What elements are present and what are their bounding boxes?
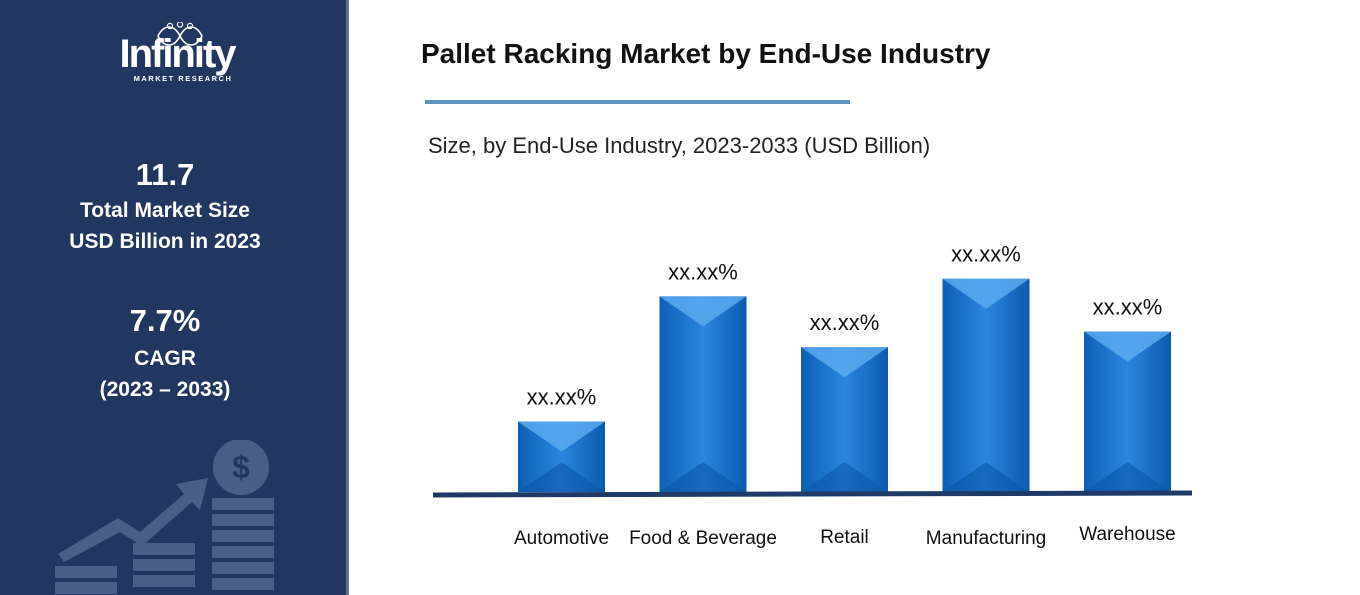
chart-subtitle: Size, by End-Use Industry, 2023-2033 (US… bbox=[428, 133, 931, 158]
x-tick-label: Retail bbox=[820, 527, 869, 548]
x-axis-line bbox=[432, 490, 1193, 498]
cagr-stat: 7.7% CAGR (2023 – 2033) bbox=[0, 303, 330, 405]
x-tick-label: Automotive bbox=[514, 528, 609, 549]
market-size-label: Total Market Size bbox=[80, 199, 250, 222]
logo-tagline: MARKET RESEARCH bbox=[133, 74, 233, 83]
chart-title: Pallet Racking Market by End-Use Industr… bbox=[421, 38, 991, 69]
data-label: xx.xx% bbox=[527, 385, 597, 410]
svg-text:$: $ bbox=[232, 449, 250, 485]
sidebar: Infinity MARKET RESEARCH 11.7 Total Mark… bbox=[0, 0, 346, 595]
market-size-stat: 11.7 Total Market Size USD Billion in 20… bbox=[0, 157, 330, 257]
bar-automotive bbox=[518, 421, 605, 492]
bar-manufacturing bbox=[942, 278, 1030, 492]
title-underline bbox=[425, 100, 850, 104]
cagr-label: CAGR bbox=[134, 347, 196, 370]
market-size-value: 11.7 bbox=[135, 157, 195, 192]
cagr-value: 7.7% bbox=[129, 303, 201, 338]
cagr-period: (2023 – 2033) bbox=[99, 378, 231, 401]
x-tick-label: Warehouse bbox=[1079, 524, 1175, 545]
data-label: xx.xx% bbox=[1093, 295, 1163, 320]
company-logo: Infinity MARKET RESEARCH bbox=[0, 22, 346, 92]
x-tick-label: Manufacturing bbox=[926, 528, 1046, 549]
data-label: xx.xx% bbox=[951, 242, 1021, 267]
growth-chart-dollar-icon: $ bbox=[55, 440, 274, 594]
bar-retail bbox=[801, 347, 888, 492]
bar-food-beverage bbox=[659, 296, 747, 492]
data-label: xx.xx% bbox=[668, 259, 738, 284]
market-size-unit: USD Billion in 2023 bbox=[69, 230, 261, 253]
sidebar-divider bbox=[346, 0, 349, 595]
data-label: xx.xx% bbox=[810, 310, 880, 335]
infinity-logo-icon bbox=[157, 22, 203, 46]
bar-warehouse bbox=[1084, 331, 1171, 492]
x-tick-label: Food & Beverage bbox=[629, 528, 777, 549]
logo-wordmark: Infinity bbox=[119, 32, 236, 76]
